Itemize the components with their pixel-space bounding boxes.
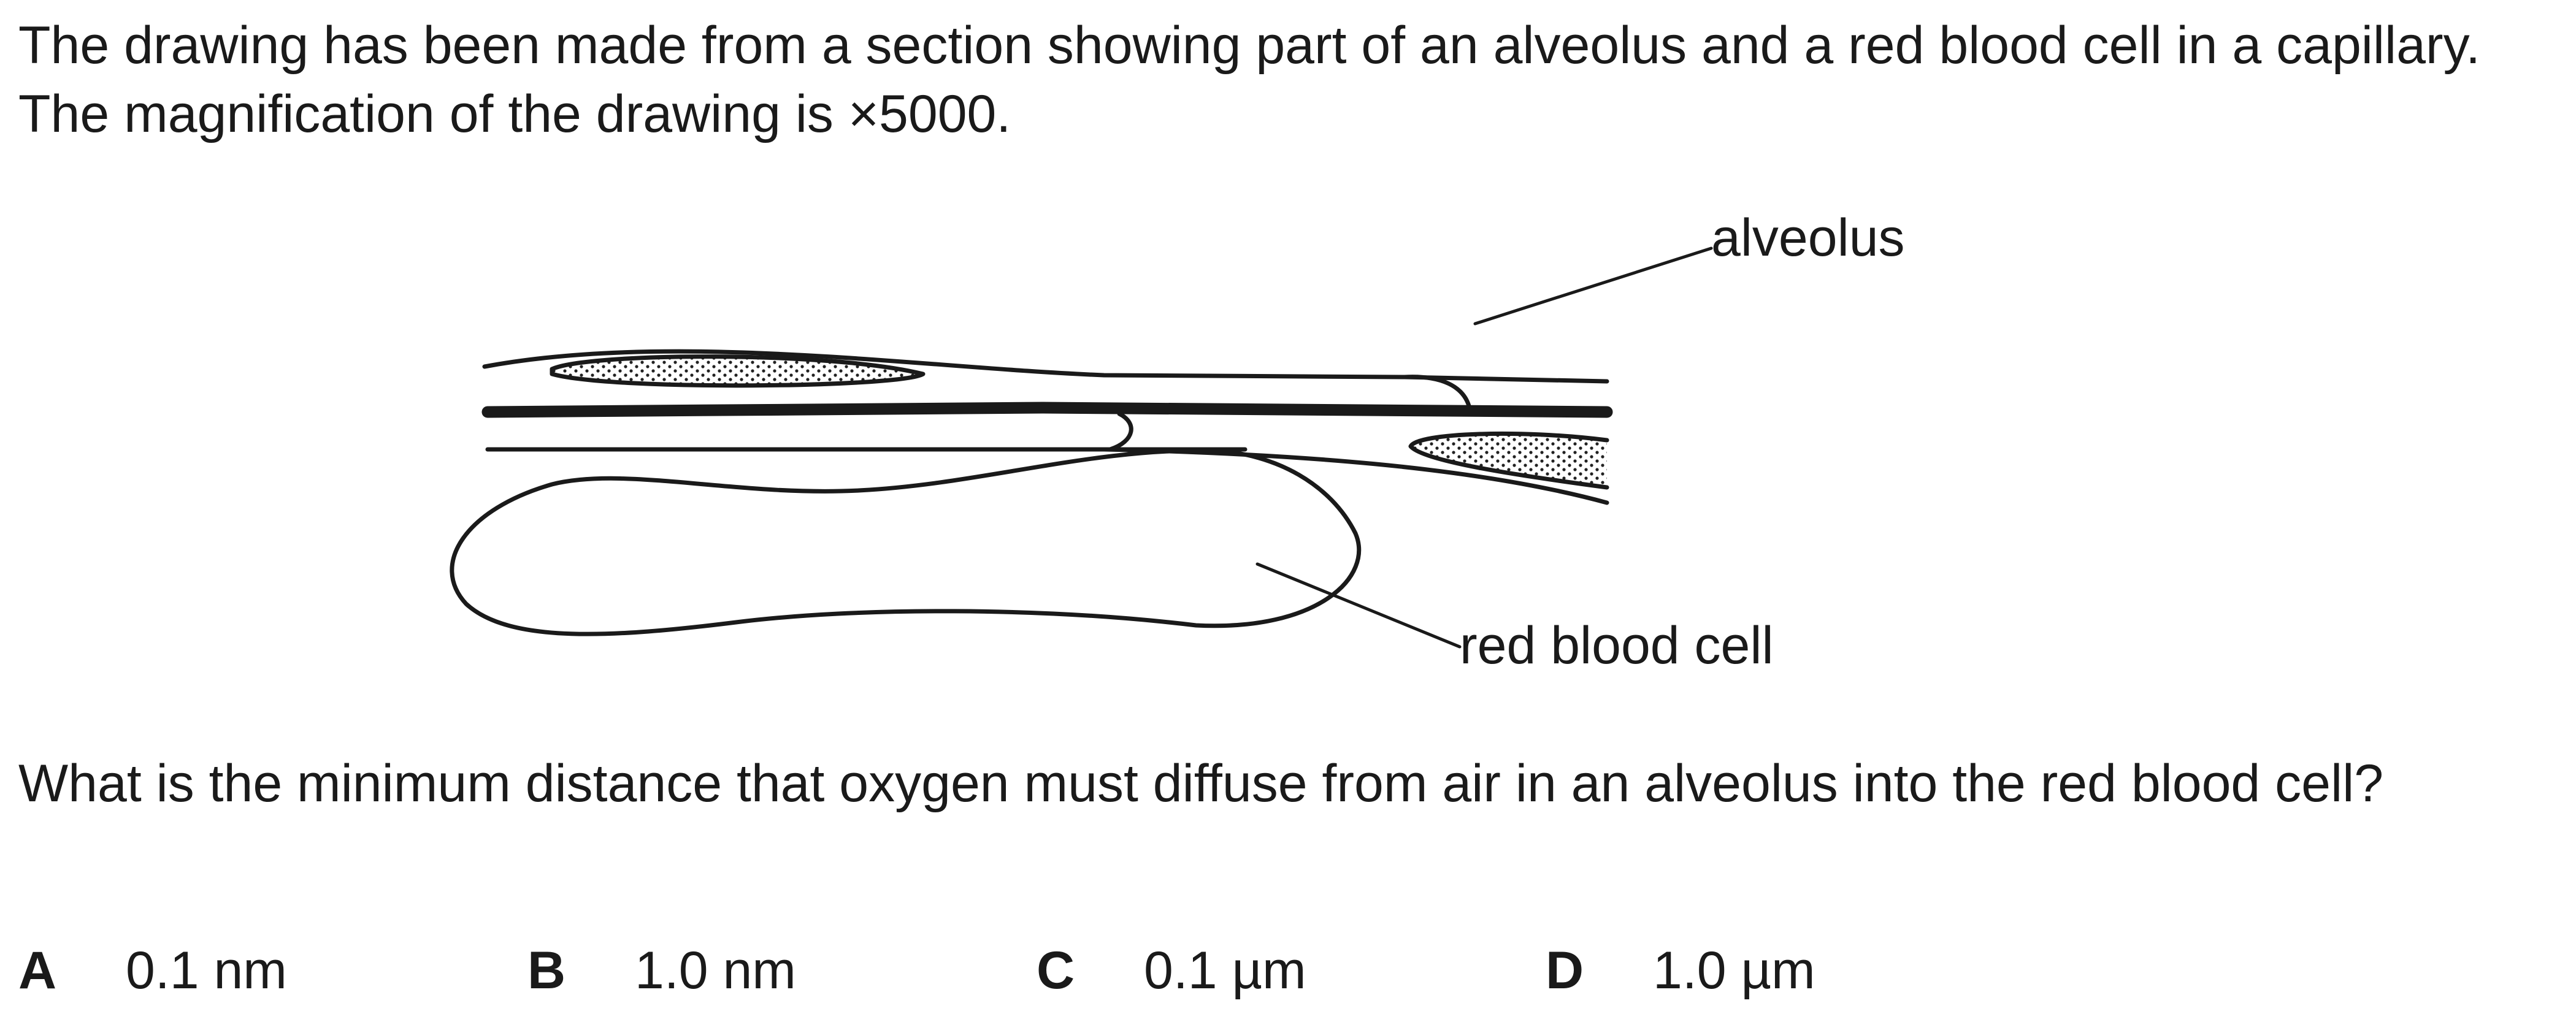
- alveolar-epithelium-outer: [482, 349, 1471, 408]
- alveolus-capillary-drawing: [450, 246, 1713, 649]
- option-value: 1.0 nm: [635, 941, 796, 1000]
- endothelial-nucleus: [1408, 431, 1609, 490]
- option-value: 1.0 µm: [1653, 941, 1815, 1000]
- epithelial-nucleus: [550, 354, 926, 388]
- option-a[interactable]: A 0.1 nm: [18, 940, 287, 1001]
- option-value: 0.1 µm: [1144, 941, 1306, 1000]
- red-blood-cell-label: red blood cell: [1460, 616, 1774, 675]
- option-b[interactable]: B 1.0 nm: [527, 940, 796, 1001]
- option-letter: A: [18, 941, 57, 1000]
- basement-membrane: [481, 402, 1613, 418]
- option-letter: C: [1037, 941, 1075, 1000]
- alveolus-label: alveolus: [1711, 208, 1905, 267]
- option-value: 0.1 nm: [126, 941, 287, 1000]
- option-c[interactable]: C 0.1 µm: [1037, 940, 1306, 1001]
- intro-text: The drawing has been made from a section…: [18, 16, 2481, 143]
- alveolar-epithelium-right: [1402, 375, 1609, 384]
- red-blood-cell: [450, 448, 1362, 636]
- red-blood-cell-leader-line: [1255, 562, 1462, 649]
- option-d[interactable]: D 1.0 µm: [1546, 940, 1815, 1001]
- option-letter: D: [1546, 941, 1584, 1000]
- alveolus-leader-line: [1473, 246, 1713, 326]
- option-letter: B: [527, 941, 566, 1000]
- question-text: What is the minimum distance that oxygen…: [18, 754, 2384, 813]
- cell-junction-hook: [1108, 411, 1133, 452]
